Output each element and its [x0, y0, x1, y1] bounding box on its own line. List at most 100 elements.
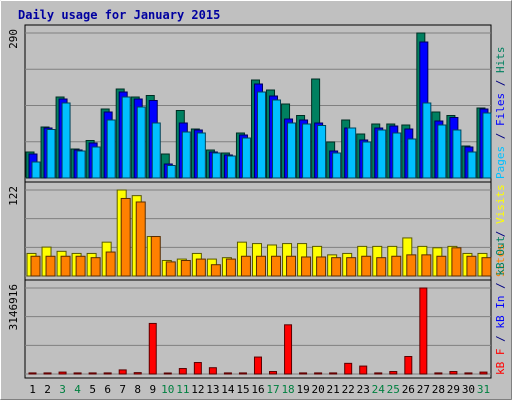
bar-kb-f-day-18 — [284, 324, 293, 375]
bar-kb-f-day-21 — [329, 372, 338, 375]
bar-pages-day-6 — [106, 119, 116, 179]
legend-entry: / — [494, 126, 507, 146]
bar-sites-day-10 — [165, 261, 176, 277]
bar-sites-day-26 — [406, 254, 417, 277]
x-tick-label: 25 — [387, 383, 400, 396]
bar-kb-f-day-29 — [449, 371, 458, 375]
legend-entry: / — [494, 73, 507, 93]
bar-sites-day-12 — [195, 258, 206, 277]
bar-kb-f-day-20 — [314, 372, 323, 375]
bar-pages-day-23 — [362, 141, 372, 179]
bar-pages-day-7 — [121, 96, 131, 179]
x-tick-label: 12 — [191, 383, 204, 396]
x-tick-label: 23 — [357, 383, 370, 396]
x-tick-label: 17 — [266, 383, 279, 396]
bar-pages-day-1 — [31, 161, 41, 179]
x-tick-label: 3 — [59, 383, 66, 396]
chart-panels: 290 Pages / Files / Hits 122 Sites / Visits… — [7, 24, 507, 379]
panel-kbytes-max-label: 3146916 — [7, 284, 20, 330]
bar-pages-day-2 — [46, 129, 56, 179]
bar-sites-day-8 — [135, 201, 146, 277]
bar-sites-day-17 — [271, 255, 282, 277]
bar-sites-day-20 — [316, 256, 327, 277]
bar-sites-day-25 — [391, 255, 402, 277]
bar-kb-f-day-10 — [163, 372, 172, 375]
x-tick-label: 22 — [342, 383, 355, 396]
bar-sites-day-27 — [421, 254, 432, 277]
bar-sites-day-15 — [240, 255, 251, 277]
bar-sites-day-22 — [346, 257, 357, 277]
legend-entry: Sites — [494, 244, 507, 277]
x-tick-label: 9 — [149, 383, 156, 396]
x-tick-label: 4 — [74, 383, 81, 396]
bar-pages-day-16 — [256, 91, 266, 179]
bar-pages-day-4 — [76, 150, 86, 179]
panel-visits: 122 Sites / Visits — [7, 181, 507, 281]
panel-visits-legend: Sites / Visits — [494, 184, 507, 277]
bar-pages-day-8 — [136, 106, 146, 179]
legend-entry: kB In — [494, 296, 507, 329]
bar-kb-f-day-12 — [193, 362, 202, 375]
panel-kbytes-legend: kB F / kB In / kB Out — [494, 236, 507, 375]
legend-entry: / — [494, 329, 507, 349]
legend-entry: Pages — [494, 146, 507, 179]
bar-sites-day-28 — [436, 255, 447, 277]
x-tick-label: 10 — [161, 383, 174, 396]
bar-kb-f-day-28 — [434, 372, 443, 375]
bar-sites-day-30 — [466, 255, 477, 277]
bar-sites-day-1 — [30, 255, 41, 277]
bar-sites-day-6 — [105, 251, 116, 277]
bar-kb-f-day-2 — [43, 372, 52, 375]
x-tick-label: 27 — [417, 383, 430, 396]
panel-hits-max-label: 290 — [7, 29, 20, 49]
x-tick-label: 15 — [236, 383, 249, 396]
bar-pages-day-19 — [302, 123, 312, 179]
bar-pages-day-9 — [151, 122, 161, 179]
bar-pages-day-11 — [181, 131, 191, 179]
chart-title: Daily usage for January 2015 — [18, 8, 220, 22]
x-tick-label: 26 — [402, 383, 415, 396]
legend-entry: / — [494, 224, 507, 244]
bar-pages-day-3 — [61, 102, 71, 179]
x-tick-label: 2 — [44, 383, 51, 396]
legend-entry: Visits — [494, 184, 507, 224]
x-axis-day-labels: 1 2 3 4 5 6 7 8 9 10 11 12 13 14 15 16 17 18 19 20 21 22 23 24 2… — [29, 383, 490, 396]
bar-kb-f-day-15 — [238, 372, 247, 375]
bar-kb-f-day-1 — [28, 372, 37, 375]
x-tick-label: 8 — [134, 383, 141, 396]
legend-entry: kB Out — [494, 236, 507, 276]
x-tick-label: 30 — [462, 383, 475, 396]
legend-entry: kB F — [494, 349, 507, 376]
bar-kb-f-day-31 — [479, 371, 488, 375]
bar-sites-day-5 — [90, 257, 101, 277]
x-tick-label: 6 — [104, 383, 111, 396]
x-tick-label: 18 — [281, 383, 294, 396]
panel-hits: 290 Pages / Files / Hits — [7, 24, 507, 183]
bar-kb-f-day-8 — [133, 372, 142, 375]
x-tick-label: 24 — [372, 383, 386, 396]
legend-entry: Files — [494, 93, 507, 126]
bar-sites-day-21 — [331, 257, 342, 277]
bar-pages-day-18 — [287, 122, 297, 179]
bar-pages-day-10 — [166, 165, 176, 179]
bar-kb-f-day-24 — [374, 372, 383, 375]
bar-kb-f-day-27 — [419, 287, 428, 375]
bar-sites-day-19 — [301, 256, 312, 277]
bar-sites-day-13 — [210, 264, 221, 277]
x-tick-label: 7 — [119, 383, 126, 396]
bar-sites-day-7 — [120, 197, 131, 277]
x-tick-label: 29 — [447, 383, 460, 396]
bar-kb-f-day-26 — [404, 356, 413, 375]
x-tick-label: 5 — [89, 383, 96, 396]
bar-sites-day-14 — [225, 258, 236, 277]
bar-pages-day-24 — [377, 129, 387, 179]
bar-sites-day-11 — [180, 259, 191, 277]
bar-kb-f-day-3 — [58, 371, 67, 375]
bar-kb-f-day-9 — [148, 322, 157, 375]
bar-kb-f-day-11 — [178, 368, 187, 375]
legend-entry: / — [494, 276, 507, 296]
bar-pages-day-29 — [452, 129, 462, 179]
bar-sites-day-24 — [376, 257, 387, 277]
bar-sites-day-16 — [255, 255, 266, 277]
